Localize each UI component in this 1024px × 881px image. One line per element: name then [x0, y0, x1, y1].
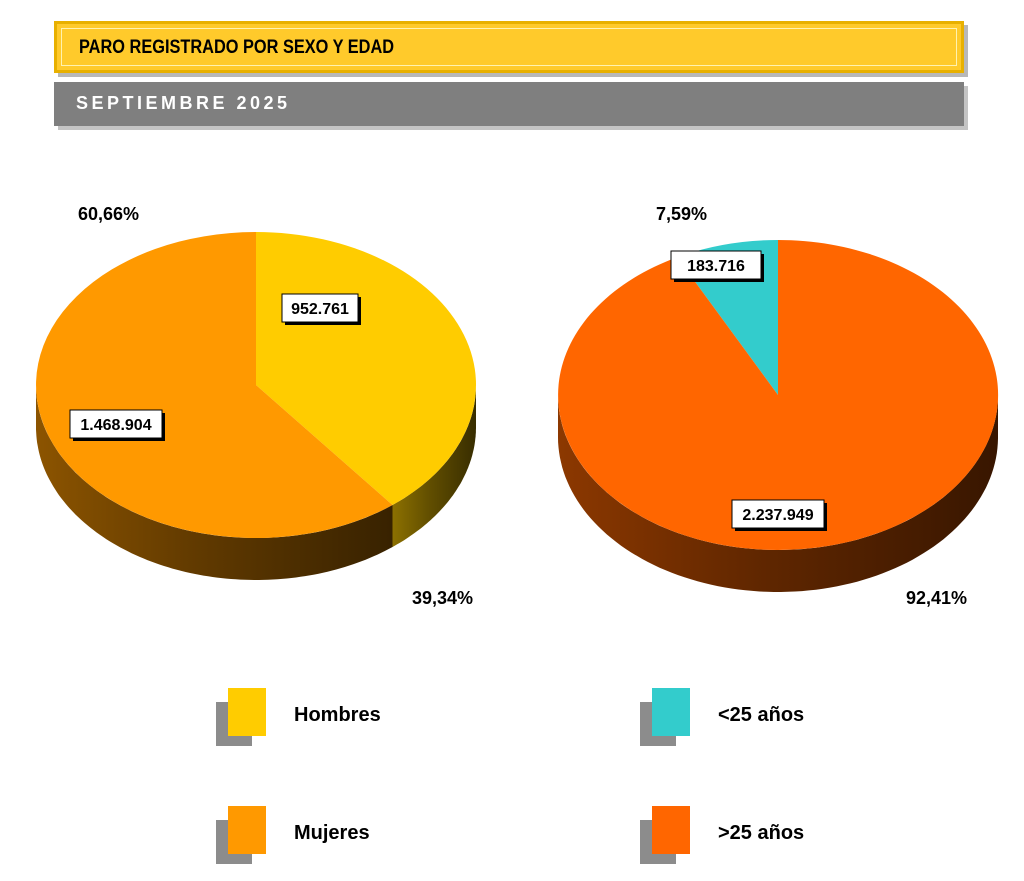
legend-label-menores-25: <25 años — [718, 704, 805, 726]
pie-slice-1-2 — [36, 232, 393, 539]
percent-label: 92,41% — [906, 588, 967, 608]
percent-label: 60,66% — [78, 204, 139, 224]
legend-swatch-menores-25 — [652, 688, 690, 736]
svg-text:2.237.949: 2.237.949 — [742, 507, 813, 524]
value-label: 2.237.949 — [731, 499, 827, 531]
pie-chart-2: 7,59% 92,41% 183.716 2.237.949 — [558, 204, 999, 608]
legend-swatch-mayores-25 — [652, 806, 690, 854]
title-banner-inner-border — [61, 28, 957, 66]
legend-label-hombres: Hombres — [294, 704, 381, 726]
pie-slice-side-2-2 — [558, 395, 998, 592]
value-label: 952.761 — [281, 293, 361, 325]
legend-swatch-hombres — [228, 688, 266, 736]
percent-label: 39,34% — [412, 588, 473, 608]
percent-label: 7,59% — [656, 204, 707, 224]
title-banner: PARO REGISTRADO POR SEXO Y EDAD — [54, 21, 964, 73]
value-label: 183.716 — [670, 250, 764, 282]
page-title: PARO REGISTRADO POR SEXO Y EDAD — [79, 37, 395, 58]
svg-text:1.468.904: 1.468.904 — [80, 417, 151, 434]
svg-text:183.716: 183.716 — [687, 258, 745, 275]
pie-slice-2-2 — [558, 240, 999, 550]
page-subtitle: SEPTIEMBRE 2025 — [76, 93, 291, 113]
legend-swatch-mujeres — [228, 806, 266, 854]
value-label: 1.468.904 — [69, 409, 165, 441]
legend-label-mayores-25: >25 años — [718, 822, 805, 844]
subtitle-banner: SEPTIEMBRE 2025 — [54, 82, 964, 126]
pie-slice-side-1-2 — [36, 387, 393, 580]
pie-chart-1: 39,34% 60,66% 952.761 1.468.904 — [36, 204, 477, 608]
legend-label-mujeres: Mujeres — [294, 822, 370, 844]
svg-text:952.761: 952.761 — [291, 301, 349, 318]
pie-slice-side-1-1 — [392, 386, 476, 547]
